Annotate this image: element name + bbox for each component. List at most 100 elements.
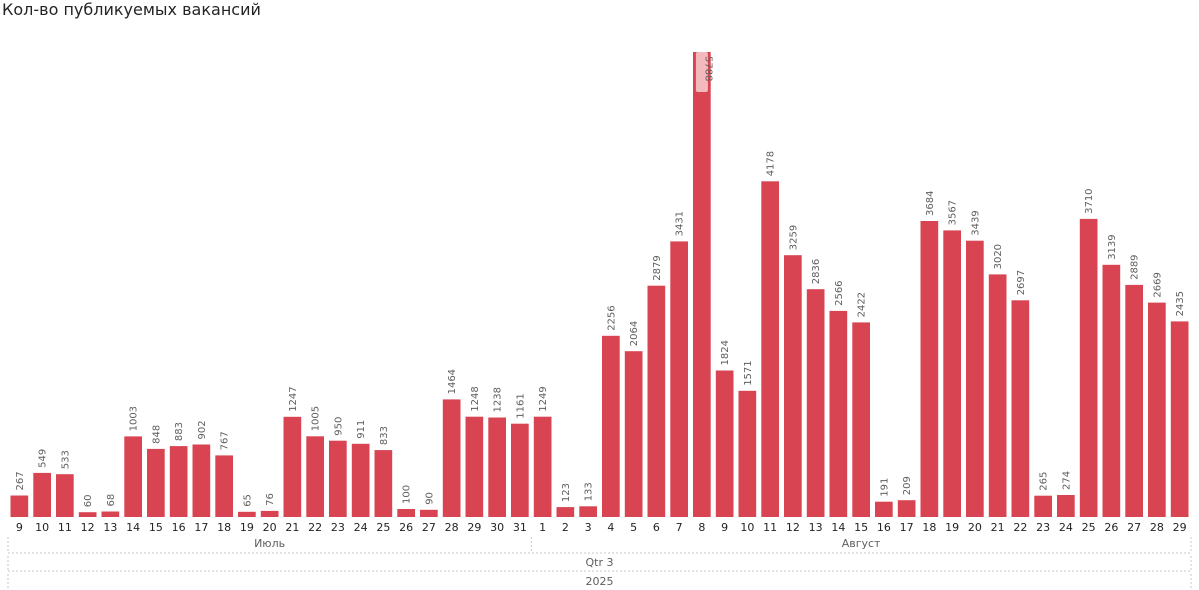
bar[interactable] <box>147 448 165 517</box>
bar[interactable] <box>465 416 484 517</box>
x-tick-label: 13 <box>103 521 117 534</box>
bar[interactable] <box>374 450 393 517</box>
data-label: 90 <box>424 492 435 505</box>
data-label: 3431 <box>675 211 686 236</box>
bar[interactable] <box>511 423 529 517</box>
bar[interactable] <box>1034 495 1052 517</box>
data-label: 123 <box>561 483 572 502</box>
data-label: 2879 <box>652 255 663 280</box>
data-label: 2256 <box>606 305 617 330</box>
bar[interactable] <box>715 370 734 518</box>
data-label: 833 <box>379 426 390 445</box>
x-tick-label: 31 <box>513 521 527 534</box>
bar[interactable] <box>192 444 211 518</box>
data-label: 950 <box>333 417 344 436</box>
data-label: 1003 <box>129 406 140 431</box>
data-label: 2566 <box>834 280 845 305</box>
bar[interactable] <box>33 472 51 517</box>
x-tick-label: 24 <box>1059 521 1073 534</box>
x-tick-label: 19 <box>240 521 254 534</box>
data-label: 1464 <box>447 369 458 394</box>
bar[interactable] <box>329 440 347 517</box>
bar[interactable] <box>920 221 939 517</box>
bar[interactable] <box>442 399 461 517</box>
bar[interactable] <box>283 416 302 517</box>
bar[interactable] <box>1170 321 1189 517</box>
bar[interactable] <box>875 501 893 517</box>
bar[interactable] <box>579 506 597 517</box>
x-tick-label: 9 <box>721 521 728 534</box>
bar[interactable] <box>56 474 74 517</box>
data-label: 2697 <box>1016 270 1027 295</box>
x-tick-label: 15 <box>854 521 868 534</box>
bar[interactable] <box>169 446 188 517</box>
bar[interactable] <box>215 455 233 517</box>
x-tick-label: 9 <box>16 521 23 534</box>
data-label: 65 <box>242 494 253 507</box>
data-label: 3259 <box>788 225 799 250</box>
bar[interactable] <box>966 240 984 517</box>
bar[interactable] <box>124 436 142 517</box>
x-tick-label: 29 <box>467 521 481 534</box>
data-label: 902 <box>197 420 208 439</box>
bar[interactable] <box>943 230 961 517</box>
bar[interactable] <box>78 512 97 517</box>
bar[interactable] <box>1079 218 1098 517</box>
bar[interactable] <box>829 310 848 517</box>
x-tick-label: 26 <box>1104 521 1118 534</box>
bar[interactable] <box>420 509 438 517</box>
bar[interactable] <box>806 289 825 517</box>
x-tick-label: 23 <box>1036 521 1050 534</box>
x-tick-label: 22 <box>1013 521 1027 534</box>
x-tick-label: 30 <box>490 521 504 534</box>
bar[interactable] <box>1148 302 1166 517</box>
bar[interactable] <box>101 511 120 518</box>
x-tick-label: 18 <box>922 521 936 534</box>
data-label: 191 <box>879 478 890 497</box>
bar[interactable] <box>670 241 688 517</box>
data-label: 1824 <box>720 340 731 365</box>
bar[interactable] <box>488 417 506 518</box>
x-tick-label: 29 <box>1173 521 1187 534</box>
bar[interactable] <box>556 507 575 517</box>
x-tick-label: 11 <box>763 521 777 534</box>
bar[interactable] <box>1102 264 1121 517</box>
bar[interactable] <box>738 390 757 517</box>
bar[interactable] <box>238 511 256 517</box>
chart-title: Кол-во публикуемых вакансий <box>2 0 261 19</box>
bar[interactable] <box>988 274 1007 517</box>
bar[interactable] <box>784 255 802 517</box>
bar[interactable] <box>260 510 279 517</box>
bar[interactable] <box>1125 284 1143 517</box>
x-tick-label: 3 <box>585 521 592 534</box>
data-label: 911 <box>356 420 367 439</box>
bar[interactable] <box>761 181 779 518</box>
x-tick-label: 25 <box>376 521 390 534</box>
bar[interactable] <box>897 500 916 517</box>
x-tick-label: 19 <box>945 521 959 534</box>
x-tick-label: 16 <box>172 521 186 534</box>
x-tick-label: 20 <box>968 521 982 534</box>
bar[interactable] <box>10 495 29 518</box>
x-tick-label: 10 <box>35 521 49 534</box>
data-label: 3020 <box>993 244 1004 269</box>
year-label: 2025 <box>586 575 614 588</box>
x-tick-label: 15 <box>149 521 163 534</box>
data-label: 2422 <box>857 292 868 317</box>
data-label: 2435 <box>1175 291 1186 316</box>
bar[interactable] <box>647 285 666 517</box>
bar[interactable] <box>852 322 870 517</box>
x-tick-label: 17 <box>194 521 208 534</box>
bar[interactable] <box>397 509 415 517</box>
bar[interactable] <box>1057 495 1075 517</box>
bar[interactable] <box>693 52 711 517</box>
data-label: 549 <box>38 449 49 468</box>
bar[interactable] <box>1011 300 1030 517</box>
bar[interactable] <box>533 416 552 517</box>
data-label: 3567 <box>948 200 959 225</box>
data-label: 133 <box>584 482 595 501</box>
bar[interactable] <box>306 436 324 517</box>
bar[interactable] <box>602 335 620 517</box>
bar[interactable] <box>624 351 643 517</box>
bar[interactable] <box>351 443 370 517</box>
